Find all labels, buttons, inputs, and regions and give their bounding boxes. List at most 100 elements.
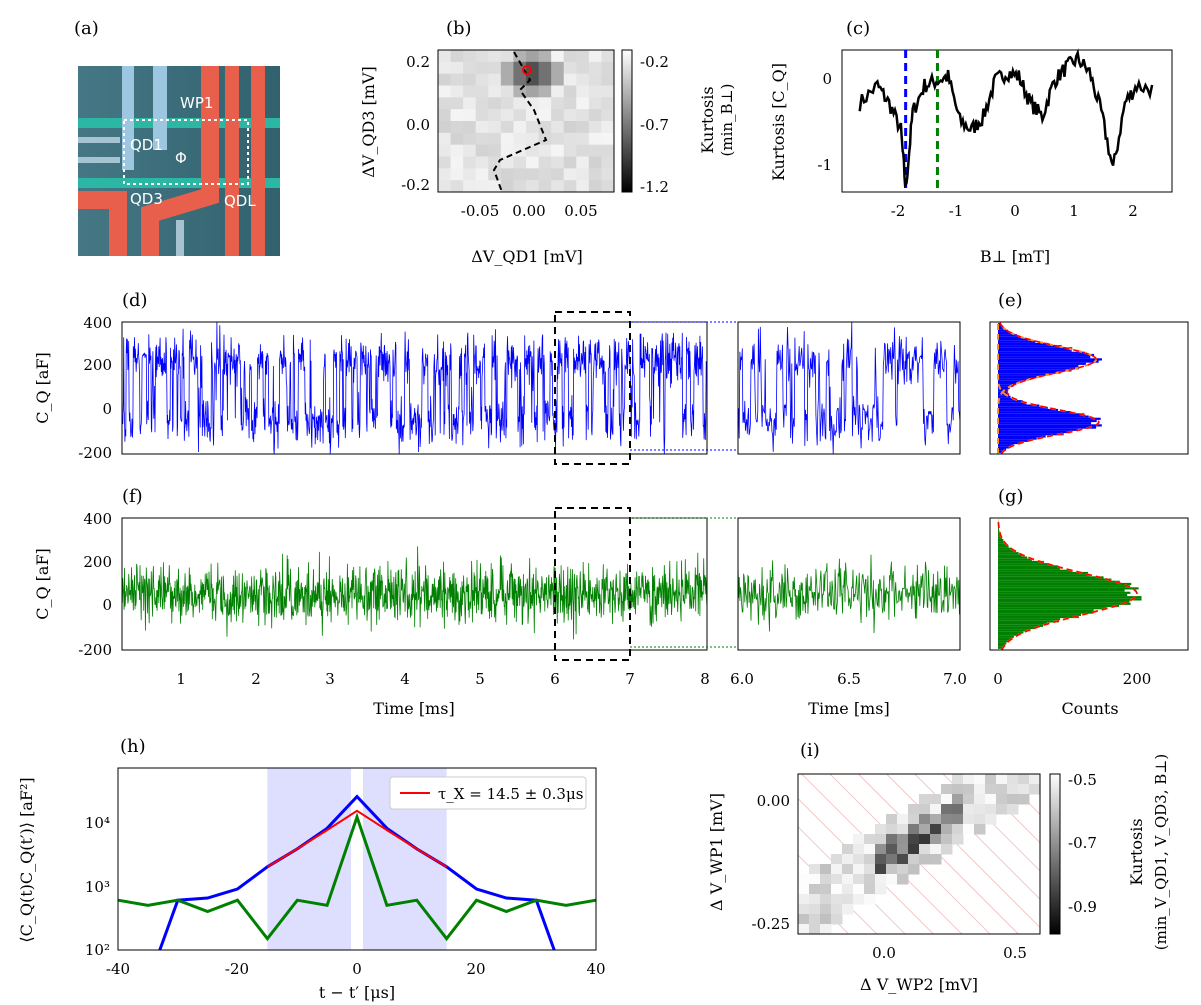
e-hist-bar [998,448,1007,451]
b-heat-cell [551,180,565,193]
c-xtick: 2 [1128,202,1138,220]
h-legend-text: τ_X = 14.5 ± 0.3μs [438,785,583,803]
g-hist-bar [998,541,1005,544]
i-heat-cell [809,924,821,935]
i-heat-cell [875,834,887,845]
i-cbar-label: Kurtosis [1127,818,1146,885]
b-heat-cell [576,180,590,193]
b-heat-cell [488,50,502,63]
b-heat-cell [588,109,602,122]
b-heat-cell [538,144,552,157]
b-heat-cell [563,73,577,86]
b-heat-cell [601,85,615,98]
b-heat-cell [601,50,615,63]
i-heat-cell [985,774,997,785]
i-heat-cell [798,874,810,885]
e-hist-bar [998,380,1024,383]
b-heat-cell [488,156,502,169]
i-heat-cell [864,884,876,895]
i-heat-cell [809,864,821,875]
b-heat-cell [463,109,477,122]
b-heat-cell [551,97,565,110]
b-heat-cell [500,168,514,181]
i-heat-cell [974,814,986,825]
i-heat-cell [930,824,942,835]
i-heat-cell [842,844,854,855]
i-xtick: 0.0 [872,944,896,962]
b-heat-cell [438,144,452,157]
panel-b-label: (b) [446,18,472,39]
i-cbar-tick: -0.5 [1068,771,1097,789]
panel-g-label: (g) [998,486,1024,507]
b-heat-cell [488,109,502,122]
b-heat-cell [563,97,577,110]
b-heat-cell [551,132,565,146]
b-heat-cell [488,168,502,181]
i-heat-cell [952,804,964,815]
b-heat-cell [526,61,540,75]
i-heat-cell [941,794,953,805]
e-hist-bar [998,345,1062,348]
i-heat-cell [897,874,909,885]
e-hist-bar [998,406,1048,409]
i-heat-cell [1007,804,1019,815]
e-hist-bar [998,437,1037,440]
i-heat-cell [875,864,887,875]
b-heat-cell [526,156,540,169]
b-heat-cell [475,61,489,75]
g-hist-bar [998,536,1002,539]
e-hist-bar [998,323,1002,326]
g-hist-bar [998,547,1012,550]
i-heat-cell [853,874,865,885]
i-heat-cell [930,854,942,865]
i-heat-cell [941,844,953,855]
g-hist-bar [998,571,1089,575]
device-image: WP1 QD1 Φ QD3 QDL [78,66,280,256]
g-hist-bar [998,631,1024,634]
i-heat-cell [963,784,975,795]
b-heat-cell [526,180,540,193]
panel-i-heatmap [798,774,1041,935]
e-hist-bar [998,422,1092,425]
b-heat-cell [601,61,615,75]
e-hist-bar [998,334,1017,337]
i-heat-cell [831,884,843,895]
f-xticks: 1 2 3 4 5 6 7 8 [176,670,710,688]
b-heat-cell [475,97,489,110]
b-heat-cell [563,168,577,181]
i-heat-cell [941,834,953,845]
i-cbar-tick: -0.7 [1068,834,1097,852]
b-heat-cell [463,180,477,193]
i-heat-cell [798,924,810,935]
g-hist-bar [998,574,1090,577]
i-heat-cell [798,884,810,895]
panel-d-trace [121,322,708,455]
b-heat-cell [576,144,590,157]
panel-b-marker [522,65,532,75]
e-hist-bar [998,360,1099,363]
i-heat-cell [952,814,964,825]
b-xlabel: ΔV_QD1 [mV] [471,247,583,266]
c-xtick: -1 [949,202,964,220]
g-hist-bar [998,646,1003,649]
e-hist-bar [998,411,1071,414]
b-heat-cell [438,168,452,181]
c-xtick: -2 [891,202,906,220]
b-heat-cell [475,109,489,122]
g-hist-bar [998,578,1112,581]
b-heat-cell [438,156,452,169]
b-heat-cell [475,180,489,193]
i-heat-cell [864,874,876,885]
f-xtick: 1 [176,670,186,688]
b-heat-cell [551,50,565,63]
b-heat-cell [500,85,514,98]
b-heat-cell [538,50,552,63]
e-hist-bar [998,369,1072,372]
b-heat-cell [526,144,540,157]
b-heat-cell [488,132,502,146]
b-heat-cell [538,180,552,193]
i-heat-cell [908,804,920,815]
i-heat-cell [930,834,942,845]
label-wp1: WP1 [180,94,213,112]
i-heat-cell [886,834,898,845]
